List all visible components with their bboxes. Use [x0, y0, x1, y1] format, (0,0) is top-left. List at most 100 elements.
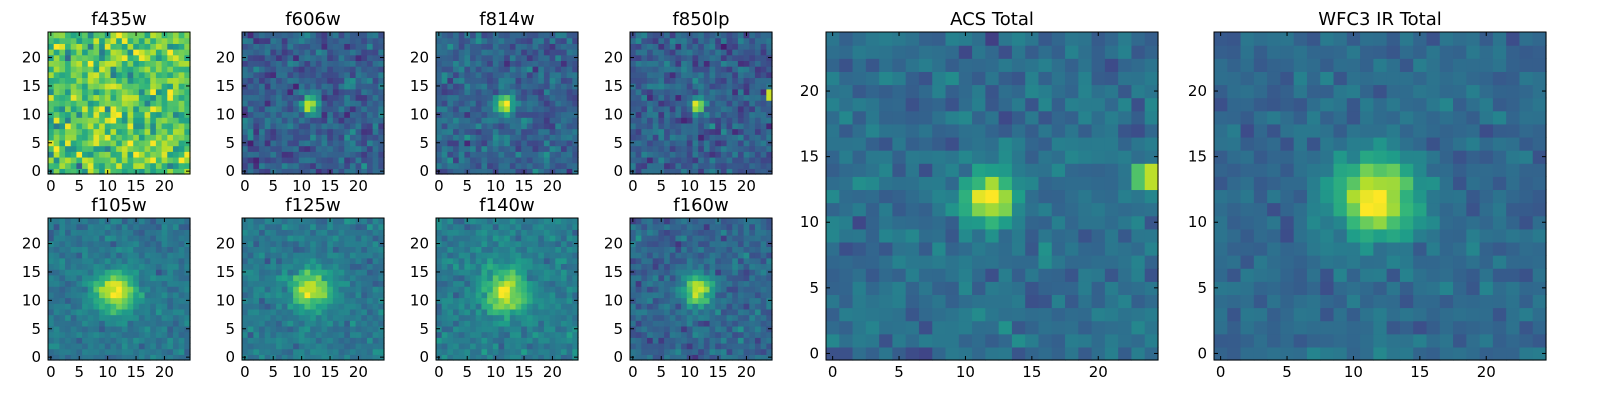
- heatmap-cell: [155, 257, 163, 265]
- heatmap-cell: [372, 88, 379, 96]
- heatmap-cell: [242, 60, 249, 67]
- heatmap-cell: [504, 122, 511, 130]
- heatmap-cell: [298, 337, 306, 344]
- heatmap-cell: [253, 43, 260, 50]
- heatmap-cell: [703, 156, 711, 164]
- heatmap-cell: [526, 83, 534, 90]
- heatmap-cell: [521, 134, 528, 141]
- heatmap-cell: [526, 269, 534, 276]
- heatmap-cell: [441, 297, 448, 304]
- heatmap-cell: [48, 49, 55, 56]
- heatmap-cell: [178, 280, 185, 287]
- heatmap-cell: [453, 274, 460, 282]
- heatmap-cell: [749, 71, 756, 79]
- heatmap-cell: [692, 168, 699, 175]
- axes-frame: [241, 31, 385, 175]
- heatmap-cell: [652, 43, 659, 50]
- heatmap-cell: [504, 235, 511, 242]
- heatmap-cell: [504, 280, 511, 287]
- heatmap-cell: [635, 134, 642, 141]
- heatmap-cell: [48, 246, 55, 253]
- heatmap-cell: [549, 337, 556, 344]
- heatmap-cell: [521, 342, 528, 350]
- heatmap-cell: [635, 139, 642, 147]
- heatmap-cell: [264, 168, 271, 175]
- heatmap-cell: [242, 71, 249, 79]
- heatmap-cell: [366, 257, 374, 265]
- heatmap-cell: [669, 77, 677, 84]
- heatmap-cell: [532, 134, 539, 141]
- heatmap-cell: [509, 83, 517, 90]
- heatmap-cell: [487, 223, 494, 230]
- heatmap-cell: [167, 105, 174, 113]
- heatmap-cell: [276, 145, 283, 152]
- heatmap-cell: [247, 111, 254, 118]
- heatmap-cell: [349, 66, 357, 73]
- heatmap-cell: [669, 342, 677, 350]
- heatmap-cell: [93, 145, 100, 152]
- heatmap-cell: [264, 111, 271, 118]
- heatmap-cell: [310, 274, 317, 282]
- heatmap-cell: [709, 134, 716, 141]
- heatmap-cell: [749, 100, 756, 107]
- heatmap-cell: [59, 286, 66, 293]
- heatmap-cell: [76, 111, 83, 118]
- heatmap-cell: [652, 37, 659, 44]
- heatmap-cell: [338, 263, 345, 270]
- x-tick-label: 15: [320, 363, 339, 381]
- heatmap-cell: [754, 354, 762, 361]
- heatmap-cell: [87, 291, 95, 299]
- heatmap-cell: [754, 291, 762, 299]
- heatmap-cell: [698, 280, 705, 287]
- heatmap-cell: [555, 342, 562, 350]
- heatmap-cell: [453, 291, 460, 299]
- heatmap-cell: [572, 43, 579, 50]
- heatmap-cell: [720, 128, 728, 135]
- heatmap-cell: [549, 145, 556, 152]
- heatmap-cell: [116, 49, 123, 56]
- heatmap-cell: [732, 151, 739, 158]
- heatmap-cell: [161, 286, 168, 293]
- heatmap-cell: [253, 274, 260, 282]
- heatmap-cell: [99, 128, 106, 135]
- heatmap-cell: [492, 49, 500, 56]
- heatmap-cell: [327, 105, 334, 113]
- heatmap-cell: [538, 117, 545, 124]
- heatmap-cell: [287, 94, 294, 101]
- heatmap-cell: [82, 128, 89, 135]
- heatmap-cell: [630, 105, 637, 113]
- heatmap-cell: [487, 263, 494, 270]
- heatmap-cell: [641, 71, 648, 79]
- heatmap-cell: [464, 128, 471, 135]
- heatmap-cell: [93, 257, 100, 265]
- heatmap-cell: [247, 162, 254, 169]
- heatmap-cell: [453, 88, 460, 96]
- heatmap-cell: [298, 162, 306, 169]
- heatmap-cell: [167, 314, 174, 321]
- heatmap-cell: [732, 156, 739, 164]
- heatmap-cell: [144, 162, 151, 169]
- heatmap-cell: [70, 320, 77, 327]
- heatmap-cell: [155, 297, 163, 304]
- heatmap-cell: [242, 263, 249, 270]
- heatmap-cell: [709, 100, 716, 107]
- heatmap-cell: [366, 308, 374, 316]
- heatmap-cell: [281, 37, 289, 44]
- heatmap-cell: [521, 235, 528, 242]
- heatmap-cell: [138, 235, 146, 242]
- heatmap-cell: [635, 94, 642, 101]
- heatmap-cell: [720, 49, 728, 56]
- heatmap-cell: [515, 269, 522, 276]
- heatmap-cell: [287, 49, 294, 56]
- heatmap-cell: [310, 139, 317, 147]
- heatmap-cell: [93, 111, 100, 118]
- heatmap-cell: [321, 151, 328, 158]
- heatmap-cell: [310, 77, 317, 84]
- y-tick-label: 20: [22, 235, 41, 253]
- heatmap-cell: [470, 331, 477, 338]
- heatmap-cell: [515, 100, 522, 107]
- heatmap-cell: [161, 291, 168, 299]
- heatmap-cell: [715, 325, 722, 333]
- heatmap-cell: [737, 32, 745, 39]
- heatmap-cell: [658, 348, 665, 355]
